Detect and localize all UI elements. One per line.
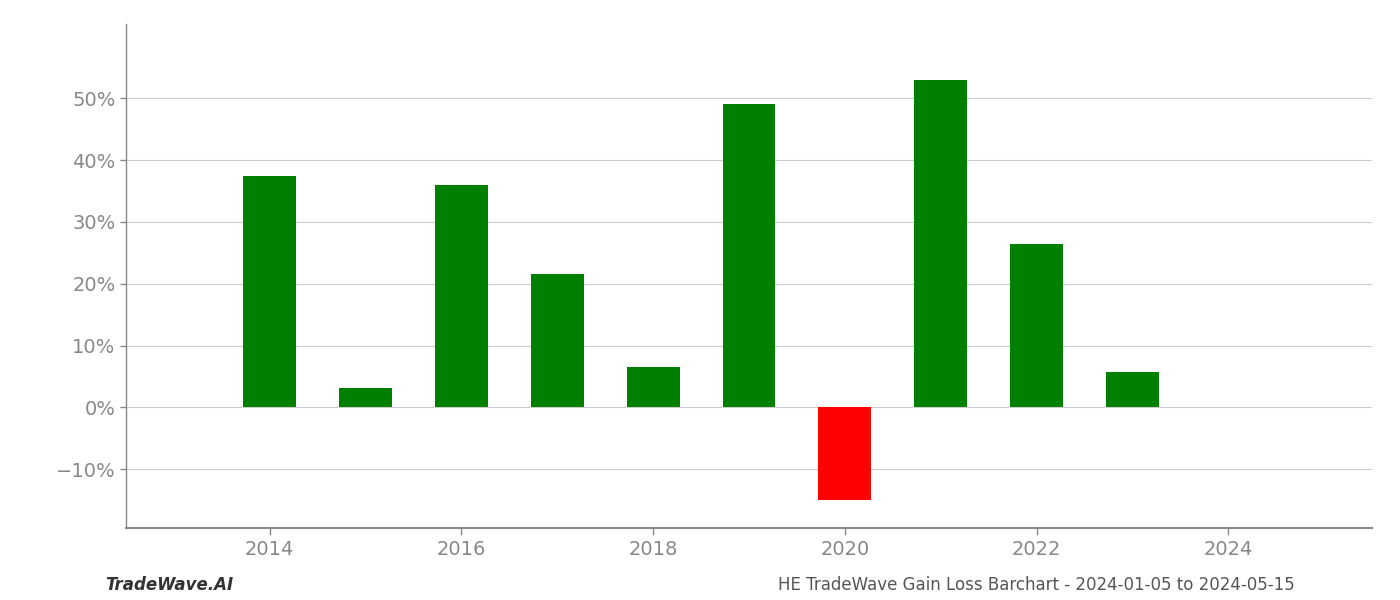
Bar — [531, 274, 584, 407]
Text: TradeWave.AI: TradeWave.AI — [105, 576, 234, 594]
Bar — [339, 388, 392, 407]
Bar — [244, 176, 297, 407]
Bar — [1011, 244, 1063, 407]
Bar — [627, 367, 679, 407]
Bar — [819, 407, 871, 500]
Bar — [722, 104, 776, 407]
Text: HE TradeWave Gain Loss Barchart - 2024-01-05 to 2024-05-15: HE TradeWave Gain Loss Barchart - 2024-0… — [778, 576, 1295, 594]
Bar — [435, 185, 487, 407]
Bar — [1106, 371, 1159, 407]
Bar — [914, 80, 967, 407]
